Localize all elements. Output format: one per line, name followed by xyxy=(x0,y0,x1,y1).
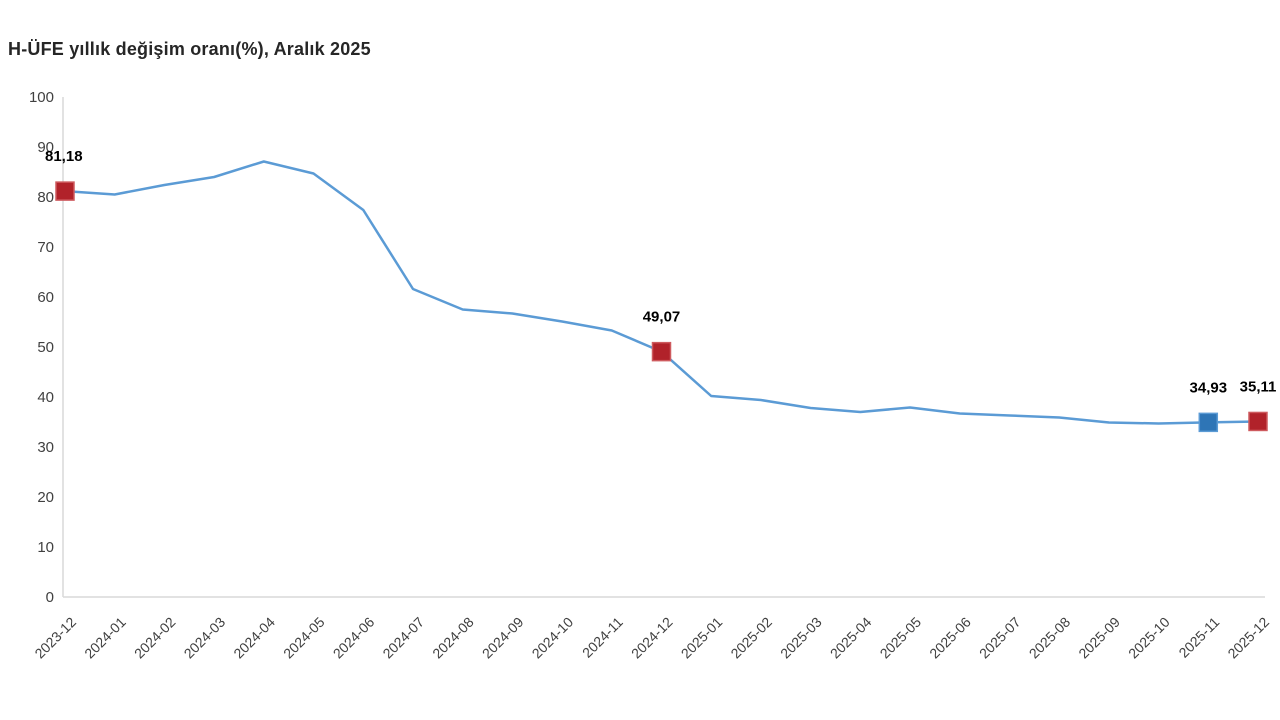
x-tick-label: 2024-11 xyxy=(579,614,626,661)
y-tick-label: 100 xyxy=(29,89,54,106)
data-label-2024-12: 49,07 xyxy=(643,309,681,326)
x-tick-label: 2024-03 xyxy=(181,614,229,662)
x-tick-label: 2025-07 xyxy=(976,614,1024,662)
y-tick-label: 50 xyxy=(37,339,54,356)
marker-2025-11 xyxy=(1198,412,1219,433)
y-tick-label: 0 xyxy=(46,589,54,606)
x-tick-label: 2025-06 xyxy=(926,614,974,662)
x-tick-label: 2024-08 xyxy=(429,614,477,662)
data-label-2025-11: 34,93 xyxy=(1190,379,1228,396)
x-tick-label: 2024-02 xyxy=(131,614,179,662)
x-tick-label: 2025-04 xyxy=(827,614,875,662)
x-tick-label: 2024-12 xyxy=(628,614,676,662)
x-tick-label: 2025-03 xyxy=(777,614,825,662)
x-tick-label: 2024-09 xyxy=(479,614,527,662)
data-line xyxy=(63,160,1260,425)
marker-2024-12 xyxy=(651,341,672,362)
x-tick-label: 2023-12 xyxy=(31,614,79,662)
x-tick-label: 2025-08 xyxy=(1026,614,1074,662)
marker-2025-12 xyxy=(1248,411,1268,432)
y-tick-label: 60 xyxy=(37,289,54,306)
y-tick-label: 80 xyxy=(37,189,54,206)
y-tick-label: 40 xyxy=(37,389,54,406)
y-tick-label: 70 xyxy=(37,239,54,256)
x-tick-label: 2024-06 xyxy=(330,614,378,662)
x-tick-label: 2024-07 xyxy=(379,614,427,662)
x-tick-label: 2025-10 xyxy=(1125,614,1173,662)
x-tick-label: 2025-02 xyxy=(727,614,775,662)
y-tick-label: 30 xyxy=(37,439,54,456)
x-tick-label: 2025-09 xyxy=(1075,614,1123,662)
x-tick-label: 2024-04 xyxy=(230,614,278,662)
x-tick-label: 2024-10 xyxy=(529,614,577,662)
x-tick-label: 2025-05 xyxy=(877,614,925,662)
x-tick-label: 2025-01 xyxy=(678,614,726,662)
chart-title: H-ÜFE yıllık değişim oranı(%), Aralık 20… xyxy=(8,39,371,59)
x-tick-label: 2024-05 xyxy=(280,614,328,662)
y-tick-label: 20 xyxy=(37,489,54,506)
marker-2023-12 xyxy=(55,181,75,201)
x-tick-label: 2025-11 xyxy=(1176,614,1223,661)
y-tick-label: 10 xyxy=(37,539,54,556)
x-tick-label: 2024-01 xyxy=(81,614,129,662)
data-label-2025-12: 35,11 xyxy=(1240,378,1277,395)
data-label-2023-12: 81,18 xyxy=(45,148,83,165)
x-tick-label: 2025-12 xyxy=(1224,614,1272,662)
y-tick-label: 90 xyxy=(37,139,54,156)
